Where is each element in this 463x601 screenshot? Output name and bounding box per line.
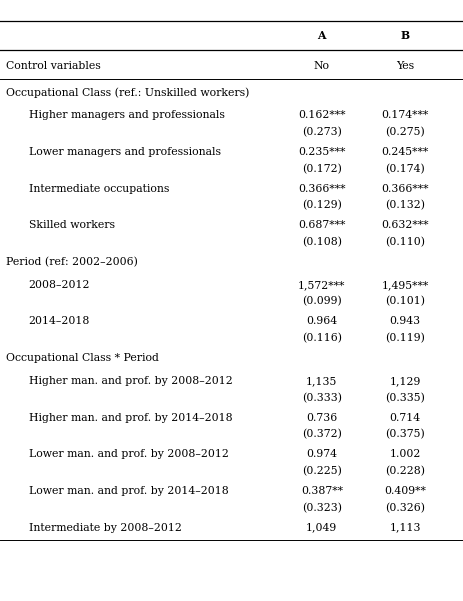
- Text: (0.225): (0.225): [302, 466, 342, 476]
- Text: 1,135: 1,135: [306, 376, 338, 386]
- Text: 0.174***: 0.174***: [382, 110, 429, 120]
- Text: (0.099): (0.099): [302, 296, 342, 307]
- Text: Intermediate occupations: Intermediate occupations: [29, 183, 169, 194]
- Text: 0.964: 0.964: [306, 316, 338, 326]
- Text: Lower managers and professionals: Lower managers and professionals: [29, 147, 221, 157]
- Text: (0.174): (0.174): [385, 163, 425, 174]
- Text: 0.943: 0.943: [389, 316, 421, 326]
- Text: (0.116): (0.116): [302, 333, 342, 343]
- Text: B: B: [400, 30, 410, 41]
- Text: Occupational Class (ref.: Unskilled workers): Occupational Class (ref.: Unskilled work…: [6, 87, 249, 98]
- Text: 1,129: 1,129: [389, 376, 421, 386]
- Text: 0.366***: 0.366***: [298, 183, 345, 194]
- Text: (0.119): (0.119): [385, 333, 425, 343]
- Text: (0.372): (0.372): [302, 429, 342, 439]
- Text: (0.273): (0.273): [302, 127, 342, 137]
- Text: Period (ref: 2002–2006): Period (ref: 2002–2006): [6, 257, 138, 267]
- Text: Skilled workers: Skilled workers: [29, 220, 115, 230]
- Text: 0.162***: 0.162***: [298, 110, 345, 120]
- Text: 0.974: 0.974: [307, 449, 337, 459]
- Text: 1,572***: 1,572***: [298, 279, 345, 290]
- Text: 1.002: 1.002: [389, 449, 421, 459]
- Text: 0.235***: 0.235***: [298, 147, 345, 157]
- Text: 0.387**: 0.387**: [301, 486, 343, 496]
- Text: 0.409**: 0.409**: [384, 486, 426, 496]
- Text: (0.375): (0.375): [385, 429, 425, 439]
- Text: Higher man. and prof. by 2008–2012: Higher man. and prof. by 2008–2012: [29, 376, 232, 386]
- Text: (0.326): (0.326): [385, 502, 425, 513]
- Text: 0.366***: 0.366***: [382, 183, 429, 194]
- Text: 1,113: 1,113: [389, 522, 421, 532]
- Text: (0.333): (0.333): [302, 392, 342, 403]
- Text: 1,049: 1,049: [306, 522, 338, 532]
- Text: 0.632***: 0.632***: [382, 220, 429, 230]
- Text: (0.228): (0.228): [385, 466, 425, 476]
- Text: No: No: [314, 61, 330, 71]
- Text: (0.323): (0.323): [302, 502, 342, 513]
- Text: Control variables: Control variables: [6, 61, 100, 71]
- Text: Higher man. and prof. by 2014–2018: Higher man. and prof. by 2014–2018: [29, 412, 232, 423]
- Text: (0.101): (0.101): [385, 296, 425, 307]
- Text: 2014–2018: 2014–2018: [29, 316, 90, 326]
- Text: 0.736: 0.736: [306, 412, 338, 423]
- Text: (0.275): (0.275): [385, 127, 425, 137]
- Text: (0.108): (0.108): [302, 237, 342, 247]
- Text: 2008–2012: 2008–2012: [29, 279, 90, 290]
- Text: Lower man. and prof. by 2014–2018: Lower man. and prof. by 2014–2018: [29, 486, 228, 496]
- Text: Yes: Yes: [396, 61, 414, 71]
- Text: Higher managers and professionals: Higher managers and professionals: [29, 110, 225, 120]
- Text: (0.110): (0.110): [385, 237, 425, 247]
- Text: 1,495***: 1,495***: [382, 279, 429, 290]
- Text: A: A: [318, 30, 326, 41]
- Text: Lower man. and prof. by 2008–2012: Lower man. and prof. by 2008–2012: [29, 449, 229, 459]
- Text: 0.687***: 0.687***: [298, 220, 345, 230]
- Text: (0.132): (0.132): [385, 200, 425, 210]
- Text: 0.245***: 0.245***: [382, 147, 429, 157]
- Text: (0.172): (0.172): [302, 163, 342, 174]
- Text: (0.335): (0.335): [385, 392, 425, 403]
- Text: (0.129): (0.129): [302, 200, 342, 210]
- Text: Occupational Class * Period: Occupational Class * Period: [6, 353, 158, 363]
- Text: 0.714: 0.714: [389, 412, 421, 423]
- Text: Intermediate by 2008–2012: Intermediate by 2008–2012: [29, 522, 181, 532]
